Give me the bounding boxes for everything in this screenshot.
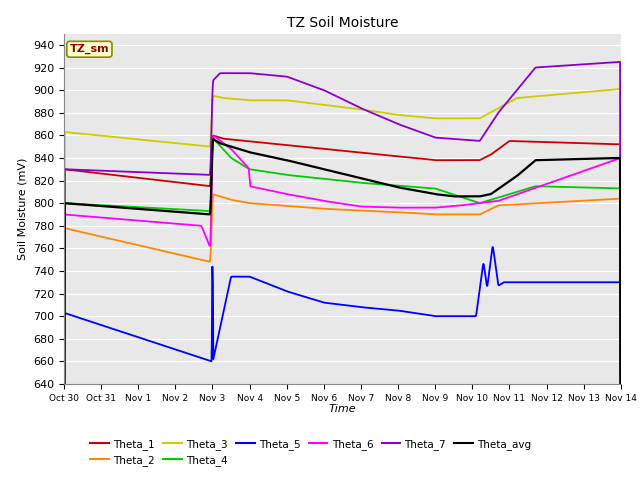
Y-axis label: Soil Moisture (mV): Soil Moisture (mV) [17,157,28,260]
Title: TZ Soil Moisture: TZ Soil Moisture [287,16,398,30]
Text: TZ_sm: TZ_sm [70,44,109,54]
X-axis label: Time: Time [328,404,356,414]
Legend: Theta_1, Theta_2, Theta_3, Theta_4, Theta_5, Theta_6, Theta_7, Theta_avg: Theta_1, Theta_2, Theta_3, Theta_4, Thet… [86,435,536,470]
